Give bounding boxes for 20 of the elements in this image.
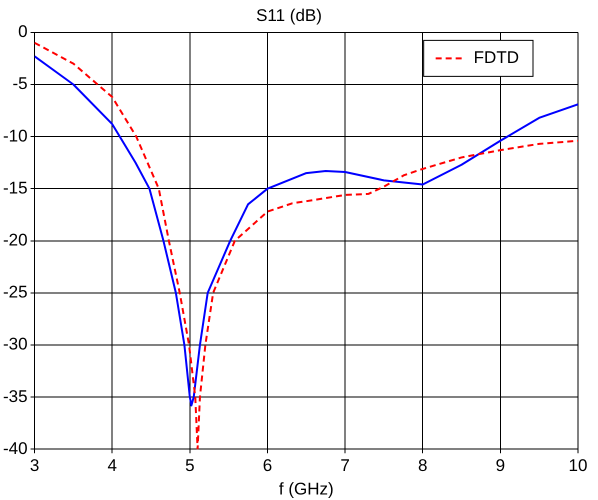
y-tick-label: 0 bbox=[18, 22, 28, 42]
y-tick-label: -35 bbox=[2, 386, 28, 406]
x-tick-label: 3 bbox=[30, 456, 40, 476]
x-tick-label: 10 bbox=[568, 456, 588, 476]
legend-label: FDTD bbox=[474, 48, 520, 68]
chart-title: S11 (dB) bbox=[256, 6, 322, 25]
y-tick-label: -25 bbox=[2, 282, 28, 302]
x-tick-label: 8 bbox=[418, 456, 428, 476]
y-tick-label: -20 bbox=[2, 230, 28, 250]
x-tick-label: 7 bbox=[340, 456, 350, 476]
x-axis-title: f (GHz) bbox=[278, 479, 334, 498]
y-tick-label: -10 bbox=[2, 126, 28, 146]
y-tick-label: -15 bbox=[2, 178, 28, 198]
x-tick-label: 5 bbox=[185, 456, 195, 476]
x-tick-label: 6 bbox=[262, 456, 272, 476]
x-tick-label: 4 bbox=[107, 456, 117, 476]
x-tick-label: 9 bbox=[496, 456, 506, 476]
y-tick-label: -40 bbox=[2, 438, 28, 458]
y-tick-label: -30 bbox=[2, 334, 28, 354]
y-tick-label: -5 bbox=[12, 74, 28, 94]
